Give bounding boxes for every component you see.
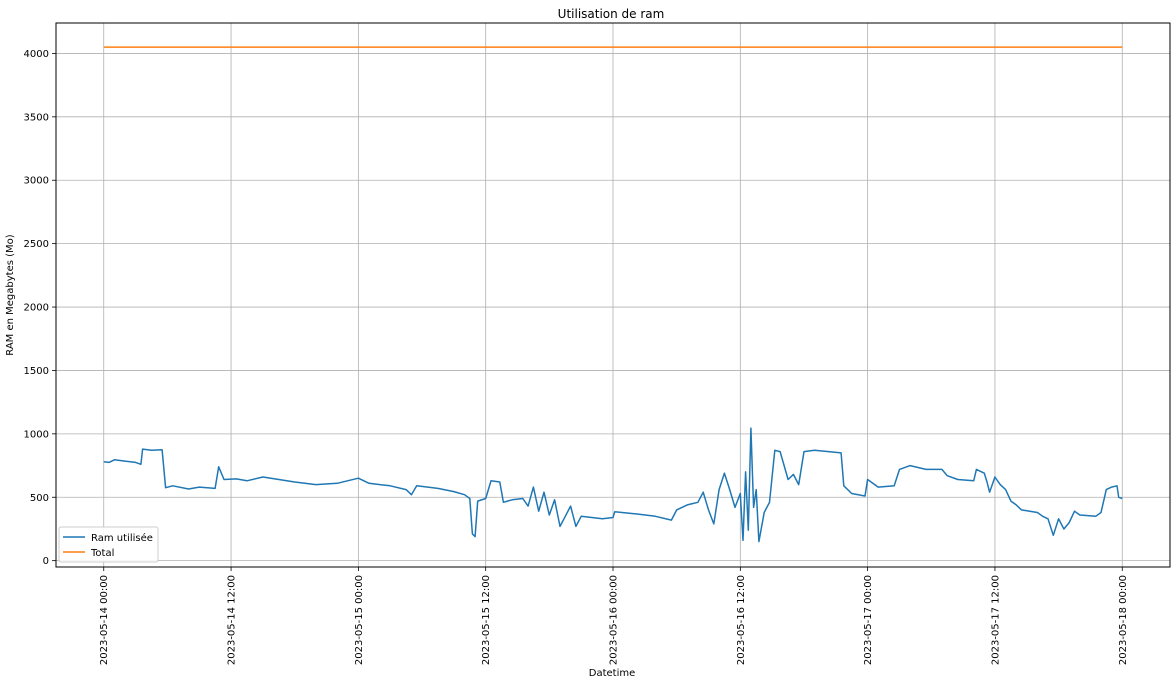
y-tick-label: 500 [30, 493, 49, 504]
y-tick-label: 2500 [24, 239, 49, 250]
x-tick-label: 2023-05-16 00:00 [609, 575, 620, 665]
y-tick-label: 0 [43, 556, 49, 567]
x-tick-label: 2023-05-18 00:00 [1118, 575, 1129, 665]
grid [56, 23, 1170, 567]
y-axis-label: RAM en Megabytes (Mo) [5, 234, 16, 355]
x-tick-label: 2023-05-17 00:00 [863, 575, 874, 665]
y-tick-label: 2000 [24, 303, 49, 314]
legend-label-total: Total [90, 548, 114, 559]
legend-label-ram: Ram utilisée [91, 532, 153, 544]
x-tick-label: 2023-05-17 12:00 [990, 575, 1001, 665]
x-tick-label: 2023-05-16 12:00 [736, 575, 747, 665]
y-tick-label: 4000 [24, 49, 49, 60]
x-tick-label: 2023-05-14 00:00 [99, 575, 110, 665]
y-tick-label: 3500 [24, 112, 49, 123]
x-axis-label: Datetime [589, 668, 636, 679]
x-axis: 2023-05-14 00:00 2023-05-14 12:00 2023-05-… [99, 567, 1129, 665]
x-tick-label: 2023-05-15 00:00 [354, 575, 365, 665]
y-tick-label: 1500 [24, 366, 49, 377]
series-layer [103, 46, 1123, 543]
chart-title: Utilisation de ram [558, 7, 665, 21]
x-tick-label: 2023-05-15 12:00 [481, 575, 492, 665]
legend: Ram utilisée Total [58, 526, 159, 563]
y-tick-label: 3000 [24, 176, 49, 187]
x-tick-label: 2023-05-14 12:00 [227, 575, 238, 665]
legend-box [58, 526, 159, 563]
y-tick-label: 1000 [24, 429, 49, 440]
ram-used-line [103, 427, 1123, 543]
y-axis: 0 500 1000 1500 2000 2500 3000 3500 4000 [24, 49, 56, 567]
